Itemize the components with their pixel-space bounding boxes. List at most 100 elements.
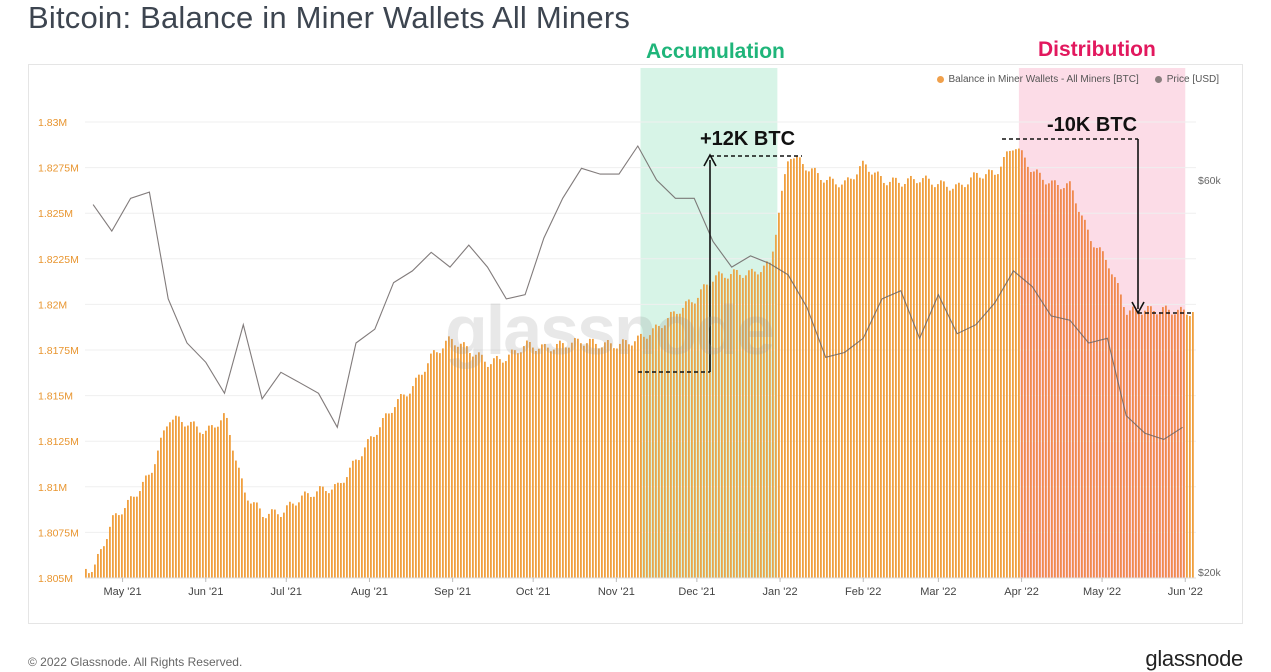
balance-bar [805,170,807,579]
balance-bar [1060,189,1062,579]
balance-bar [595,343,597,578]
balance-bar [223,413,225,578]
balance-bar [634,341,636,578]
balance-bar [511,349,513,578]
balance-bar [1186,314,1188,578]
balance-bar [1096,247,1098,578]
balance-bar [586,343,588,578]
balance-bar [1177,309,1179,578]
balance-bar [328,493,330,578]
balance-bar [124,508,126,578]
balance-bar [1078,211,1080,578]
balance-bar [721,273,723,578]
balance-bar [865,164,867,579]
balance-bar [1000,166,1002,578]
balance-bar [766,261,768,578]
balance-bar [745,275,747,578]
balance-bar [799,157,801,578]
balance-bar [733,269,735,578]
balance-bar [706,284,708,578]
balance-bar [535,351,537,578]
annotation-layer [638,138,1194,373]
balance-bar [607,339,609,578]
y-tick-label: 1.81M [38,482,67,494]
balance-bar [526,340,528,578]
balance-bar [412,386,414,578]
balance-bar [1012,150,1014,579]
balance-bar [823,182,825,578]
balance-bar [592,338,594,578]
balance-bar [958,182,960,578]
legend-item-price[interactable]: Price [USD] [1154,74,1219,85]
x-tick-label: Mar '22 [920,586,956,598]
balance-bar [955,184,957,579]
balance-bar [1099,247,1101,578]
balance-bar [712,281,714,578]
y-tick-label: 1.815M [38,391,73,403]
balance-bar [1024,157,1026,578]
balance-bar [1015,149,1017,579]
balance-bar [433,350,435,578]
balance-bar [97,553,99,578]
balance-bar [664,325,666,578]
balance-bar [172,419,174,578]
balance-bar [373,436,375,578]
balance-bar [718,271,720,578]
balance-bar [121,514,123,578]
balance-bar [769,262,771,578]
balance-bar [895,177,897,578]
balance-bar [1051,180,1053,578]
balance-bar [1075,203,1077,579]
balance-bar [886,185,888,579]
balance-bar [442,348,444,578]
x-tick-label: May '21 [103,586,141,598]
balance-bar [964,187,966,578]
balance-bar [457,346,459,578]
balance-bar [952,188,954,578]
y-right-tick-label: $60k [1198,175,1222,187]
balance-bar [508,354,510,578]
balance-bar [367,439,369,578]
balance-bar [514,350,516,578]
x-tick-label: Sep '21 [434,586,471,598]
balance-bar [217,426,219,578]
balance-bar [835,184,837,578]
balance-bar [715,275,717,578]
balance-bar [133,496,135,578]
balance-bar [1027,166,1029,578]
balance-bar [580,343,582,578]
balance-bar [982,178,984,578]
balance-bar [364,447,366,578]
balance-bar [520,352,522,578]
legend-item-balance[interactable]: Balance in Miner Wallets - All Miners [B… [936,74,1139,85]
balance-bar [271,509,273,578]
balance-bar [763,265,765,578]
x-tick-label: Oct '21 [516,586,551,598]
legend-balance-dot [936,76,944,83]
balance-bar [811,168,813,578]
balance-bar [145,475,147,578]
balance-bar [469,352,471,578]
balance-bar [724,277,726,578]
balance-bar [559,340,561,578]
balance-bar [940,180,942,578]
balance-bar [694,303,696,578]
balance-bar [127,499,129,578]
balance-bar [538,348,540,578]
balance-bar [199,432,201,578]
balance-bar [685,301,687,578]
balance-bar [1042,179,1044,578]
gain-annotation: +12K BTC [700,128,796,150]
balance-bar [265,518,267,578]
balance-bar [196,426,198,578]
balance-bar [88,573,90,578]
balance-bar [409,393,411,578]
balance-bar [691,302,693,578]
balance-bar [1048,183,1050,578]
balance-bar [748,270,750,578]
balance-bar [901,186,903,579]
balance-bar [142,481,144,578]
balance-bar [391,412,393,578]
x-tick-label: Jul '21 [271,586,302,598]
